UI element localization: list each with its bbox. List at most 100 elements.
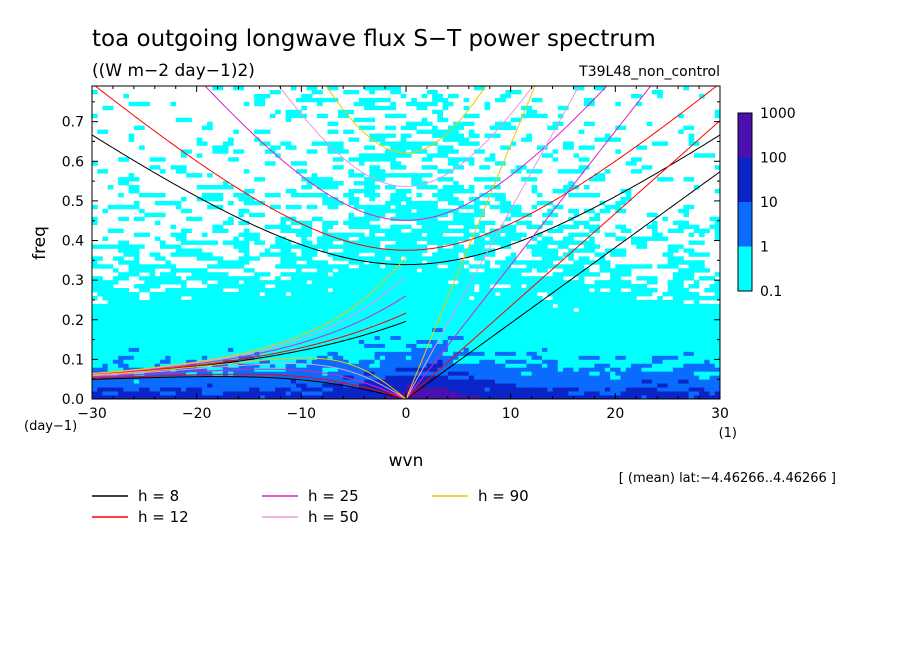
heatmap-cell xyxy=(196,347,203,352)
heatmap-cell xyxy=(343,343,349,348)
heatmap-cell xyxy=(358,280,365,285)
heatmap-cell xyxy=(301,236,307,241)
heatmap-cell xyxy=(447,375,454,380)
heatmap-cell xyxy=(374,347,381,352)
heatmap-cell xyxy=(453,260,459,265)
heatmap-cell xyxy=(290,371,297,376)
heatmap-cell xyxy=(374,331,381,337)
heatmap-cell xyxy=(201,383,208,388)
heatmap-cell xyxy=(416,248,423,253)
heatmap-cell xyxy=(112,315,119,321)
heatmap-cell xyxy=(154,363,161,368)
heatmap-cell xyxy=(479,323,485,329)
heatmap-cell xyxy=(683,208,689,214)
heatmap-cell xyxy=(374,323,381,329)
heatmap-cell xyxy=(494,268,501,273)
heatmap-cell xyxy=(353,173,360,178)
heatmap-cell xyxy=(552,189,559,194)
heatmap-cell xyxy=(521,355,527,360)
heatmap-cell xyxy=(505,295,512,301)
heatmap-cell xyxy=(484,355,491,360)
heatmap-cell xyxy=(442,335,449,340)
heatmap-cell xyxy=(400,189,407,194)
heatmap-cell xyxy=(243,315,250,321)
heatmap-cell xyxy=(160,244,166,249)
heatmap-cell xyxy=(154,165,161,170)
heatmap-cell xyxy=(646,383,653,388)
heatmap-cell xyxy=(672,280,679,285)
heatmap-cell xyxy=(693,327,700,333)
heatmap-cell xyxy=(583,339,590,344)
heatmap-cell xyxy=(406,371,412,376)
heatmap-cell xyxy=(662,216,669,222)
heatmap-cell xyxy=(118,295,124,301)
heatmap-cell xyxy=(379,331,386,337)
heatmap-cell xyxy=(170,319,177,325)
heatmap-cell xyxy=(411,212,417,218)
heatmap-cell xyxy=(144,280,150,285)
heatmap-cell xyxy=(693,395,700,399)
heatmap-cell xyxy=(484,272,491,277)
heatmap-cell xyxy=(615,359,621,364)
heatmap-cell xyxy=(625,375,632,380)
heatmap-cell xyxy=(442,371,449,376)
heatmap-cell xyxy=(379,375,386,380)
heatmap-cell xyxy=(144,347,150,352)
heatmap-cell xyxy=(379,323,386,329)
heatmap-cell xyxy=(160,276,166,281)
heatmap-cell xyxy=(484,295,491,301)
heatmap-cell xyxy=(672,307,679,313)
heatmap-cell xyxy=(421,311,428,317)
heatmap-cell xyxy=(133,347,140,352)
heatmap-cell xyxy=(374,395,381,399)
heatmap-cell xyxy=(610,343,616,348)
heatmap-cell xyxy=(631,359,637,364)
heatmap-cell xyxy=(442,169,449,174)
heatmap-cell xyxy=(468,327,475,333)
heatmap-cell xyxy=(479,303,485,309)
heatmap-cell xyxy=(149,351,156,356)
heatmap-cell xyxy=(301,256,307,261)
heatmap-cell xyxy=(610,272,616,277)
heatmap-cell xyxy=(217,288,224,293)
heatmap-cell xyxy=(180,351,187,356)
heatmap-cell xyxy=(275,391,281,396)
heatmap-cell xyxy=(374,252,381,257)
heatmap-cell xyxy=(254,323,260,329)
heatmap-cell xyxy=(222,311,229,317)
heatmap-cell xyxy=(201,367,208,372)
heatmap-cell xyxy=(421,284,428,289)
heatmap-cell xyxy=(296,351,302,356)
heatmap-cell xyxy=(390,315,396,321)
heatmap-cell xyxy=(364,189,370,194)
heatmap-cell xyxy=(494,363,501,368)
heatmap-cell xyxy=(364,371,370,376)
heatmap-cell xyxy=(547,375,553,380)
heatmap-cell xyxy=(531,343,538,348)
heatmap-cell xyxy=(583,327,590,333)
heatmap-cell xyxy=(317,177,323,182)
heatmap-cell xyxy=(175,169,182,174)
heatmap-cell xyxy=(515,232,522,237)
heatmap-cell xyxy=(688,292,695,297)
heatmap-cell xyxy=(280,280,287,285)
heatmap-cell xyxy=(416,272,423,277)
heatmap-cell xyxy=(646,327,653,333)
heatmap-cell xyxy=(118,307,124,313)
heatmap-cell xyxy=(149,323,156,329)
heatmap-cell xyxy=(233,264,239,269)
heatmap-cell xyxy=(160,200,166,206)
heatmap-cell xyxy=(416,375,423,380)
heatmap-cell xyxy=(160,387,166,392)
heatmap-cell xyxy=(317,319,323,325)
heatmap-cell xyxy=(290,280,297,285)
heatmap-cell xyxy=(249,268,255,273)
heatmap-cell xyxy=(583,379,590,384)
heatmap-cell xyxy=(578,355,585,360)
heatmap-cell xyxy=(285,383,292,388)
heatmap-cell xyxy=(374,228,381,233)
heatmap-cell xyxy=(243,256,250,261)
heatmap-cell xyxy=(311,387,318,392)
heatmap-cell xyxy=(426,359,433,364)
heatmap-cell xyxy=(369,307,375,313)
